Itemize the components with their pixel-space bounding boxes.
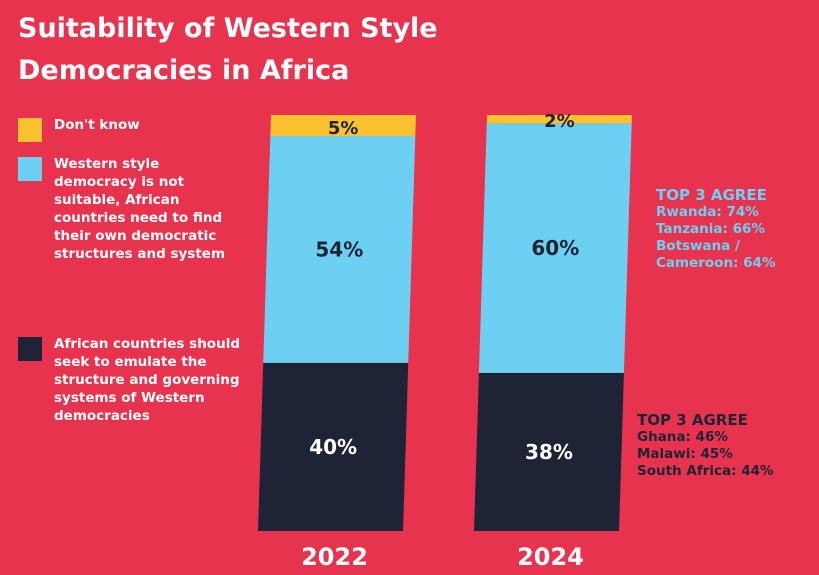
legend-swatch-not-suitable xyxy=(18,157,42,181)
data-label-2024-2: 2% xyxy=(544,111,575,132)
data-label-2024-0: 38% xyxy=(525,440,573,464)
category-label-2022: 2022 xyxy=(301,543,368,571)
annotation-emulate-line: Malawi: 45% xyxy=(637,446,733,462)
bar-segment-2024-1 xyxy=(478,123,632,373)
data-label-2024-1: 60% xyxy=(531,236,579,260)
title-line-1: Suitability of Western Style xyxy=(18,13,438,44)
data-label-2022-0: 40% xyxy=(309,435,357,459)
legend-label-emulate: African countries should seek to emulate… xyxy=(54,336,240,424)
annotation-emulate-heading: TOP 3 AGREE xyxy=(637,411,748,429)
bar-segment-2022-2 xyxy=(270,115,416,137)
bar-segment-2024-2 xyxy=(486,115,632,124)
legend-label-dont-know: Don't know xyxy=(54,117,140,133)
annotation-emulate-line: Ghana: 46% xyxy=(637,429,728,445)
annotation-emulate-line: South Africa: 44% xyxy=(637,463,774,479)
bar-segment-2024-0 xyxy=(474,372,624,531)
annotation-not-suitable-line: Tanzania: 66% xyxy=(656,221,765,237)
category-label-2024: 2024 xyxy=(517,543,584,571)
bar-segment-2022-1 xyxy=(263,136,416,363)
annotation-not-suitable: TOP 3 AGREE Rwanda: 74% Tanzania: 66% Bo… xyxy=(656,187,775,272)
annotation-not-suitable-heading: TOP 3 AGREE xyxy=(656,186,767,204)
data-label-2022-1: 54% xyxy=(315,237,363,261)
legend-swatch-emulate xyxy=(18,337,42,361)
annotation-not-suitable-line: Cameroon: 64% xyxy=(656,255,776,271)
annotation-not-suitable-line: Rwanda: 74% xyxy=(656,204,759,220)
legend-swatch-dont-know xyxy=(18,118,42,142)
title-line-2: Democracies in Africa xyxy=(18,55,350,86)
data-label-2022-2: 5% xyxy=(328,118,359,139)
annotation-not-suitable-line: Botswana / xyxy=(656,238,740,254)
chart-title: Suitability of Western Style Democracies… xyxy=(18,8,438,92)
legend-label-not-suitable: Western style democracy is not suitable,… xyxy=(54,156,226,262)
annotation-emulate: TOP 3 AGREE Ghana: 46% Malawi: 45% South… xyxy=(637,412,774,480)
bar-segment-2022-0 xyxy=(258,362,409,531)
